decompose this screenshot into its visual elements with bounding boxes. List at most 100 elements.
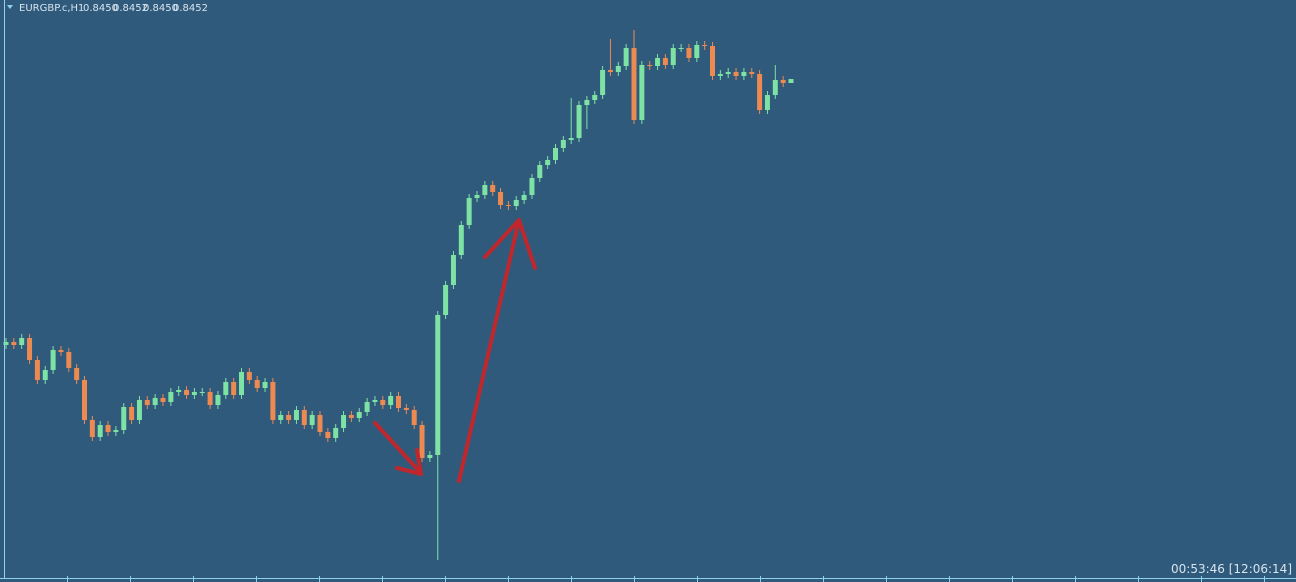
- candle-body: [403, 408, 409, 410]
- candle-body: [160, 398, 166, 402]
- candle-body: [600, 70, 606, 95]
- candle-body: [42, 370, 48, 380]
- candle-body: [490, 185, 496, 192]
- candle-body: [348, 415, 354, 418]
- candle-body: [309, 415, 315, 425]
- candle-body: [686, 48, 692, 58]
- ohlc-low: 0.8450: [143, 3, 178, 14]
- candle-timer: 00:53:46 [12:06:14]: [1171, 562, 1292, 576]
- candle-body: [19, 338, 25, 345]
- ohlc-close: 0.8452: [173, 3, 208, 14]
- candle-body: [388, 396, 394, 405]
- candle-body: [443, 285, 449, 315]
- candle-body: [121, 407, 127, 430]
- candle-body: [466, 198, 472, 225]
- candle-body: [537, 165, 543, 178]
- candle-body: [129, 407, 135, 420]
- candle-body: [710, 46, 715, 76]
- candle-body: [254, 380, 260, 388]
- candle-body: [3, 342, 9, 345]
- candle-body: [607, 70, 613, 72]
- candle-body: [356, 412, 362, 418]
- candle-body: [168, 392, 174, 402]
- candle-body: [97, 425, 103, 437]
- candle-body: [780, 80, 786, 83]
- candle-body: [380, 400, 386, 405]
- candle-body: [11, 342, 17, 345]
- candle-body: [545, 160, 551, 165]
- candle-body: [733, 72, 739, 76]
- candle-body: [66, 352, 72, 368]
- candle-body: [788, 79, 794, 83]
- ohlc-high: 0.8452: [113, 3, 148, 14]
- dropdown-icon[interactable]: [7, 5, 13, 9]
- candles: [3, 30, 794, 560]
- candle-body: [191, 392, 197, 395]
- candle-body: [631, 48, 637, 120]
- candle-body: [34, 360, 40, 380]
- candle-body: [702, 45, 708, 46]
- candle-body: [396, 396, 401, 408]
- candle-body: [50, 350, 56, 370]
- candle-body: [757, 74, 763, 110]
- candle-body: [372, 400, 378, 402]
- candle-body: [176, 390, 182, 392]
- candle-body: [521, 195, 527, 200]
- candle-body: [144, 400, 150, 405]
- candle-body: [262, 382, 268, 388]
- symbol: EURGBP.c,H1: [19, 3, 84, 14]
- candle-body: [458, 225, 464, 255]
- arrow-down: [373, 421, 422, 474]
- time-ticks: [67, 576, 1265, 582]
- candle-body: [584, 100, 590, 105]
- candle-body: [655, 58, 661, 66]
- candle-body: [505, 205, 511, 206]
- candle-body: [58, 350, 64, 352]
- candle-body: [411, 410, 417, 425]
- candle-body: [435, 315, 441, 455]
- candle-body: [623, 48, 629, 66]
- candle-body: [749, 72, 755, 74]
- candle-body: [419, 425, 425, 458]
- candle-body: [246, 372, 252, 380]
- candle-body: [741, 72, 747, 76]
- candle-body: [239, 372, 244, 395]
- candle-body: [207, 392, 213, 405]
- candle-body: [529, 178, 535, 195]
- candle-body: [341, 415, 347, 428]
- candle-body: [717, 74, 723, 76]
- candle-body: [576, 105, 582, 138]
- candle-body: [27, 338, 33, 360]
- arrow-down-head: [395, 448, 423, 476]
- candle-body: [136, 400, 142, 420]
- candle-body: [215, 395, 221, 405]
- candle-body: [553, 148, 558, 160]
- candle-body: [694, 45, 700, 58]
- candle-body: [333, 428, 339, 438]
- candle-body: [152, 398, 158, 405]
- candle-body: [184, 390, 190, 395]
- candle-body: [764, 95, 770, 110]
- candle-body: [199, 392, 205, 393]
- candle-body: [89, 420, 95, 437]
- candle-body: [592, 95, 598, 100]
- candle-body: [482, 185, 488, 195]
- candle-body: [74, 368, 80, 380]
- candle-body: [772, 80, 778, 95]
- candle-body: [639, 65, 645, 120]
- candle-body: [270, 382, 276, 420]
- candle-body: [82, 380, 87, 420]
- candle-body: [231, 382, 237, 395]
- candle-body: [105, 425, 111, 432]
- candle-body: [223, 382, 229, 395]
- candle-body: [427, 455, 433, 458]
- candle-body: [670, 48, 676, 65]
- candle-body: [498, 192, 504, 205]
- annotation-arrows: [373, 218, 537, 483]
- candle-body: [568, 138, 574, 140]
- candle-body: [450, 255, 456, 285]
- candle-body: [513, 200, 519, 206]
- candle-body: [678, 48, 684, 49]
